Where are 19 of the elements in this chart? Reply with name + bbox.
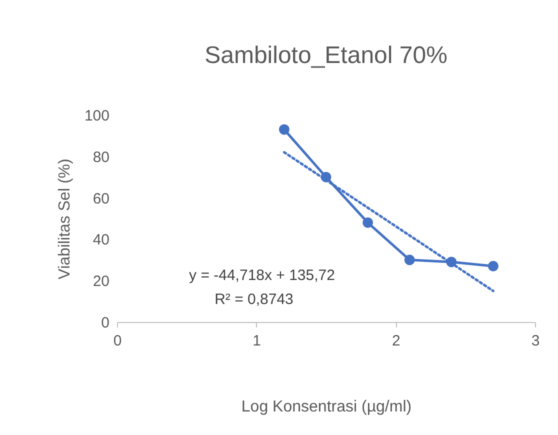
x-tick-label: 3 [531, 332, 540, 350]
y-tick-label: 100 [84, 108, 110, 124]
y-tick-label: 60 [92, 190, 110, 208]
x-tick-label: 1 [252, 332, 262, 350]
point [488, 260, 498, 272]
point [362, 217, 374, 228]
y-tick-label: 80 [92, 148, 110, 166]
y-tick-label: 20 [92, 273, 110, 290]
y-tick-label: 0 [101, 314, 110, 332]
x-axis-title: Log Konsentrasi (µg/ml) [241, 398, 412, 416]
y-axis-title: Viabilitas Sel (%) [56, 158, 74, 280]
chart-title: Sambiloto_Etanol 70% [204, 42, 448, 69]
annotation: y = -44,718x + 135,72 [189, 267, 335, 284]
x-tick-label: 0 [113, 332, 122, 350]
x-tick-label: 2 [392, 332, 400, 350]
point [278, 124, 290, 135]
point [404, 254, 415, 266]
y-tick-label: 40 [92, 232, 110, 249]
annotation: R² = 0,8743 [214, 291, 294, 308]
